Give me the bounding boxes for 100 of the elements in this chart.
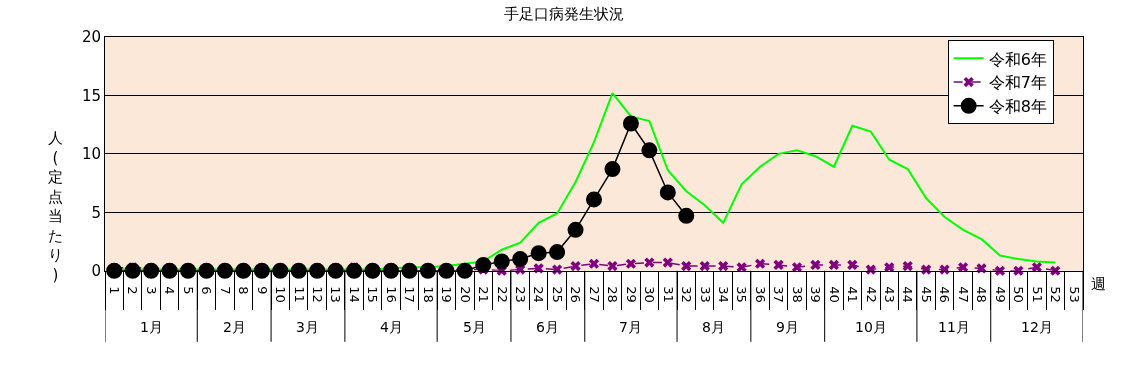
text: 11月 (938, 319, 970, 335)
point (327, 262, 344, 279)
x-tick-label: 17 (402, 286, 418, 303)
point (588, 258, 600, 269)
point (493, 253, 510, 270)
x-tick-label: 35 (734, 286, 750, 303)
x-tick-label: 23 (512, 286, 528, 303)
x-tick-label: 43 (882, 286, 898, 303)
point (235, 262, 252, 279)
point (607, 260, 618, 272)
point (272, 262, 289, 279)
text: 7月 (619, 319, 642, 335)
point (456, 262, 473, 279)
point (1031, 262, 1042, 273)
x-tick-label: 29 (623, 286, 639, 303)
x-tick-label: 13 (328, 286, 344, 303)
x-tick-label: 46 (937, 286, 953, 303)
x-tick-label: 51 (1029, 286, 1045, 303)
point (810, 259, 821, 270)
x-tick-label: 33 (697, 286, 713, 303)
x-tick-label: 42 (863, 286, 879, 303)
point (736, 262, 747, 273)
point (622, 115, 639, 132)
y-tick-label: 5 (91, 203, 101, 222)
point (475, 256, 492, 273)
point (198, 262, 215, 279)
y-tick-label: 15 (81, 86, 101, 105)
x-tick-label: 12 (309, 286, 325, 303)
x-tick-label: 5 (180, 286, 196, 295)
chart-title: 手足口病発生状況 (504, 4, 624, 23)
point (586, 191, 602, 208)
x-tick-label: 16 (383, 286, 399, 303)
x-tick-label: 48 (974, 286, 990, 303)
x-tick-label: 6 (199, 286, 215, 295)
x-tick-label: 11 (291, 286, 307, 303)
legend-label: 令和7年 (988, 73, 1047, 93)
x-tick-label: 44 (900, 286, 916, 303)
point (884, 262, 895, 273)
point (957, 262, 969, 273)
text: 1月 (140, 319, 163, 335)
point (681, 260, 692, 272)
x-tick-label: 20 (457, 286, 473, 303)
point (754, 258, 766, 269)
point (383, 262, 400, 279)
point (718, 260, 729, 272)
x-tick-label: 26 (568, 286, 584, 303)
point (180, 262, 197, 279)
x-tick-label: 30 (642, 286, 658, 303)
point (570, 260, 581, 272)
x-tick-label: 38 (789, 286, 805, 303)
x-tick-label: 32 (679, 286, 695, 303)
x-tick-label: 3 (143, 286, 159, 295)
x-tick-label: 39 (808, 286, 824, 303)
y-tick-label: 20 (81, 28, 101, 47)
text: 2月 (223, 319, 246, 335)
point (290, 262, 307, 279)
x-tick-label: 49 (992, 286, 1008, 303)
point (106, 262, 123, 279)
point (309, 262, 326, 279)
point (662, 257, 673, 268)
x-tick-label: 19 (439, 286, 455, 303)
point (625, 258, 637, 269)
point (902, 260, 913, 272)
point (216, 262, 233, 279)
point (419, 262, 436, 279)
point (604, 161, 621, 178)
x-tick-label: 8 (236, 286, 252, 295)
x-tick-label: 18 (420, 286, 436, 303)
x-tick-label: 47 (955, 286, 971, 303)
x-tick-label: 25 (549, 286, 565, 303)
text: 10月 (855, 319, 887, 335)
x-tick-label: 53 (1066, 286, 1082, 303)
x-axis-title: 週 (1091, 275, 1106, 293)
x-tick-label: 9 (254, 286, 270, 295)
point (549, 244, 566, 261)
point (699, 260, 710, 272)
point (438, 262, 455, 279)
x-tick-label: 45 (918, 286, 934, 303)
x-tick-label: 52 (1048, 286, 1064, 303)
point (678, 207, 695, 224)
point (512, 251, 529, 268)
point (773, 259, 784, 270)
point (401, 262, 418, 279)
legend-label: 令和8年 (988, 97, 1047, 117)
text: 8月 (702, 319, 725, 335)
x-tick-label: 50 (1011, 286, 1027, 303)
text: 12月 (1021, 319, 1053, 335)
text: 6月 (536, 319, 559, 335)
point (791, 262, 803, 273)
point (364, 262, 381, 279)
x-tick-label: 37 (771, 286, 787, 303)
legend-label: 令和6年 (988, 49, 1047, 69)
x-tick-label: 27 (586, 286, 602, 303)
point (161, 262, 178, 279)
x-tick-label: 14 (346, 286, 362, 303)
y-axis-title: 人(定点当たり) (48, 129, 63, 284)
point (346, 262, 363, 279)
x-tick-label: 21 (476, 286, 492, 303)
text: 9月 (776, 319, 799, 335)
point (253, 262, 270, 279)
